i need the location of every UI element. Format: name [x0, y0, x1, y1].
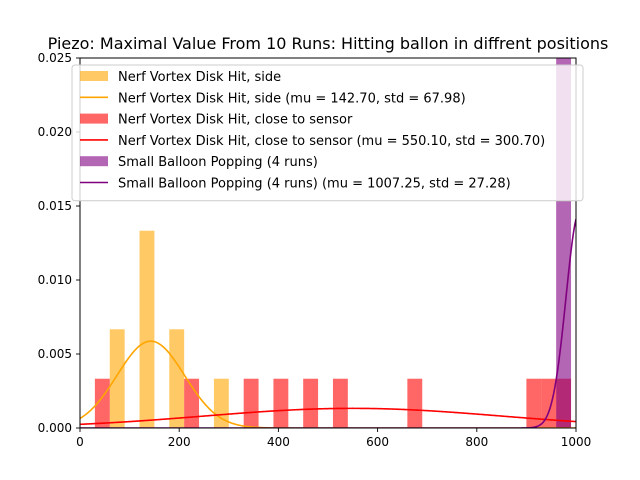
y-tick-label: 0.015 [38, 199, 72, 213]
y-tick-label: 0.020 [38, 125, 72, 139]
legend-swatch [80, 156, 108, 167]
legend-label: Small Balloon Popping (4 runs) [118, 155, 318, 170]
histogram-bar [526, 378, 542, 428]
normal-fit-curve [80, 407, 576, 426]
x-tick-label: 1000 [561, 435, 592, 449]
legend-swatch [80, 113, 108, 124]
y-tick-label: 0.010 [38, 273, 72, 287]
histogram-bar [109, 329, 125, 428]
plot-frame [79, 57, 577, 429]
legend-box [71, 64, 584, 202]
chart-title: Piezo: Maximal Value From 10 Runs: Hitti… [48, 34, 609, 53]
x-tick-label: 800 [465, 435, 488, 449]
legend-swatch [80, 71, 108, 81]
histogram-bar [303, 378, 319, 428]
legend-label: Nerf Vortex Disk Hit, close to sensor [118, 113, 353, 128]
histogram-bar [169, 329, 185, 428]
histogram-bar [332, 378, 348, 428]
x-tick-label: 600 [366, 435, 389, 449]
x-tick-label: 0 [76, 435, 84, 449]
normal-fit-curve [80, 340, 576, 428]
legend-label: Nerf Vortex Disk Hit, side [118, 70, 281, 85]
histogram-bar [541, 378, 557, 428]
y-tick-label: 0.000 [38, 421, 72, 435]
histogram-bar [407, 378, 423, 428]
y-tick-label: 0.025 [38, 51, 72, 65]
x-tick-label: 400 [267, 435, 290, 449]
histogram-bar [273, 378, 289, 428]
histogram-bar [243, 378, 259, 428]
legend-label: Nerf Vortex Disk Hit, side (mu = 142.70,… [118, 91, 466, 106]
x-tick-label: 200 [168, 435, 191, 449]
y-tick-label: 0.005 [38, 347, 72, 361]
histogram-bar [139, 230, 155, 428]
legend-label: Small Balloon Popping (4 runs) (mu = 100… [118, 177, 511, 192]
legend-label: Nerf Vortex Disk Hit, close to sensor (m… [118, 134, 545, 149]
